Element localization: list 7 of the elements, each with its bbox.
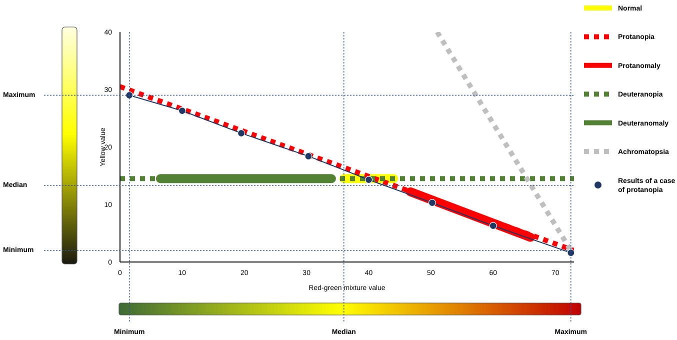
point (304, 152, 312, 160)
point (489, 222, 497, 230)
point (364, 176, 373, 184)
point (126, 91, 134, 100)
point (178, 106, 186, 115)
point (237, 129, 246, 137)
point (428, 198, 436, 207)
